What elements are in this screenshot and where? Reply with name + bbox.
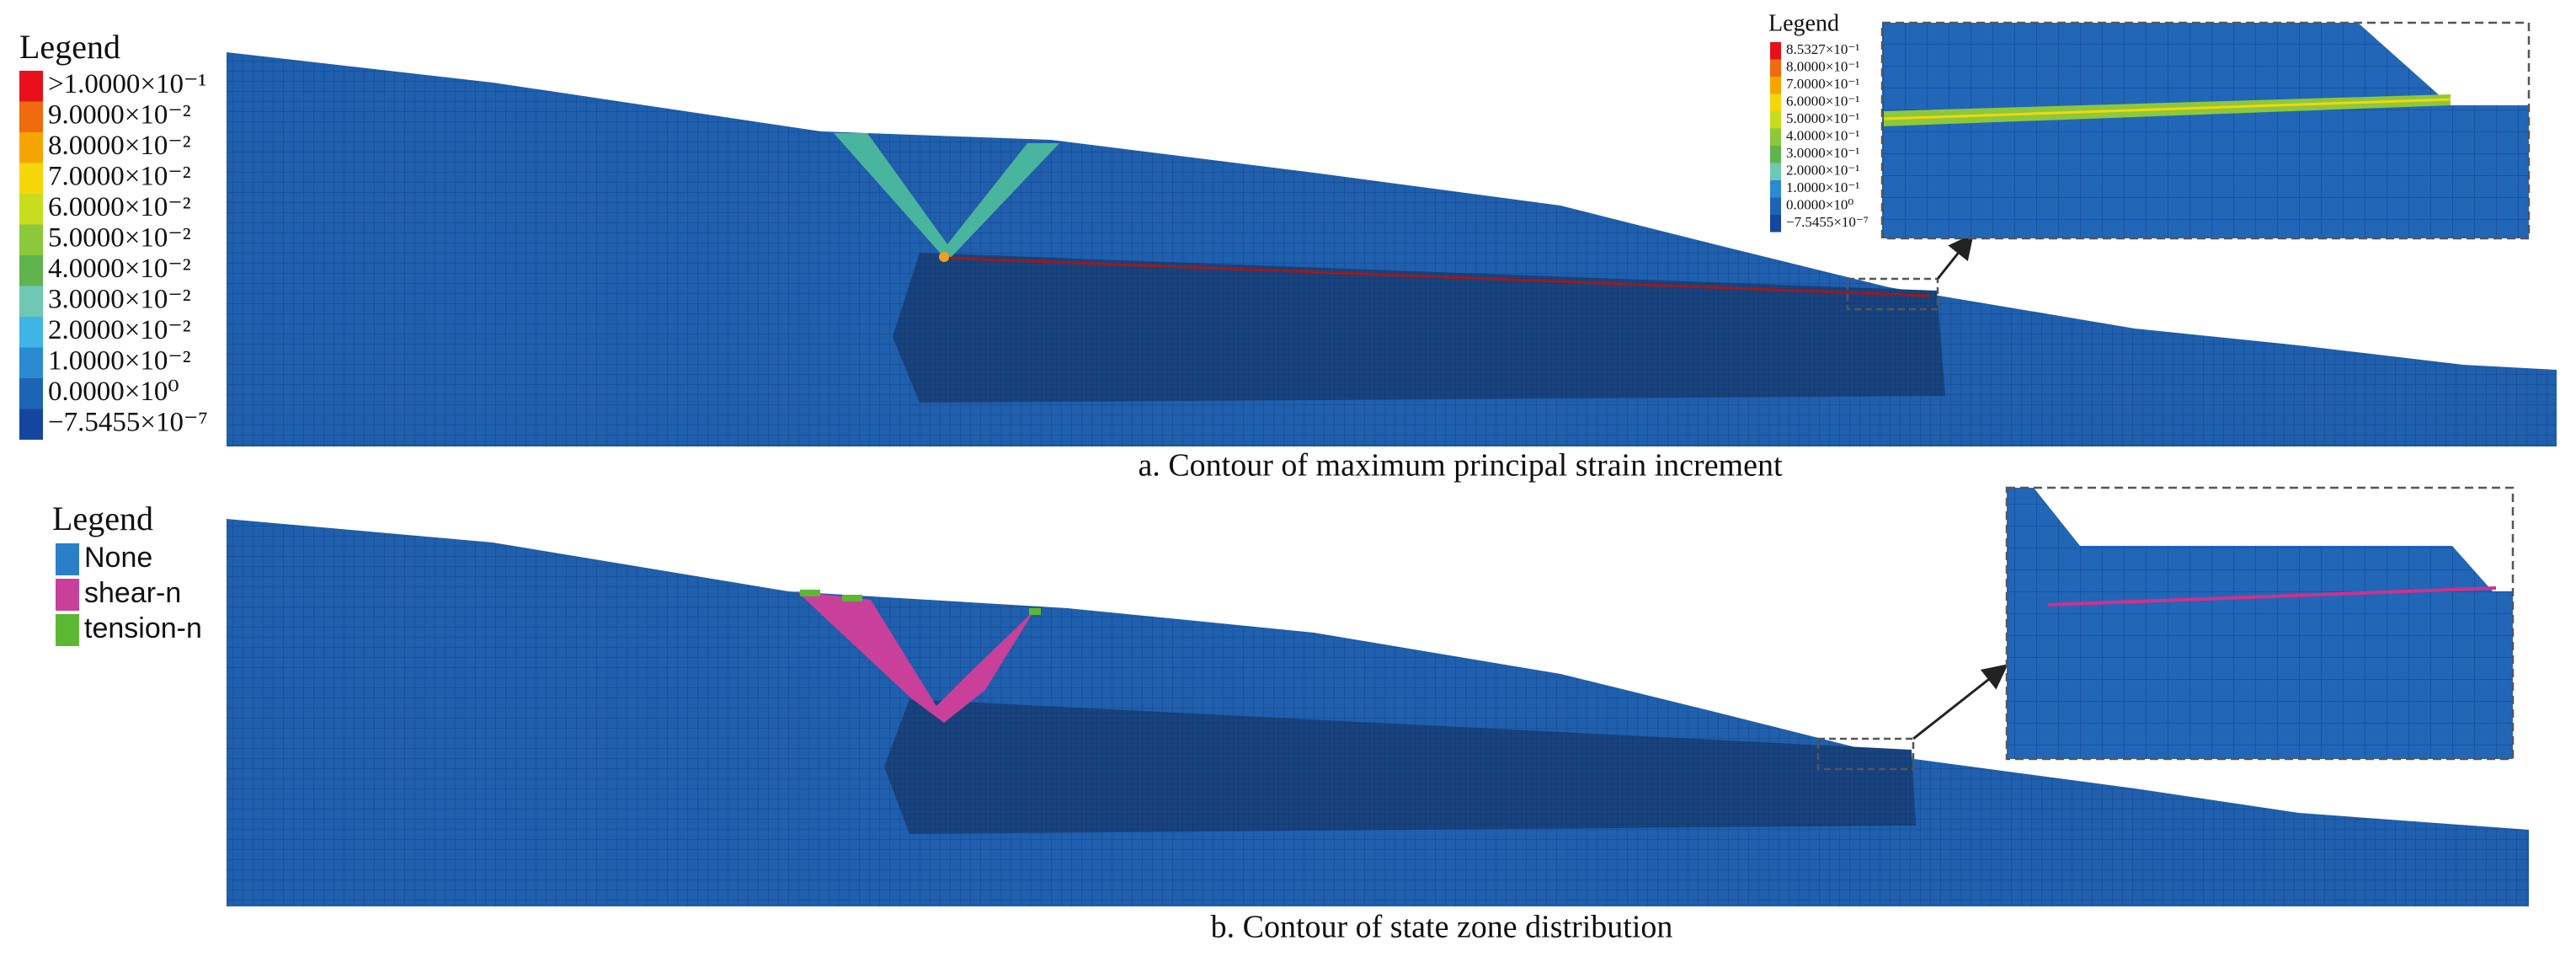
legend-label: 2.0000×10⁻¹ — [1786, 163, 1859, 179]
legend-label: 0.0000×10⁰ — [48, 377, 179, 407]
legend-swatch — [1770, 128, 1781, 146]
legend-label: 6.0000×10⁻² — [48, 192, 191, 222]
legend-label: 2.0000×10⁻² — [48, 315, 191, 345]
legend-title: Legend — [19, 28, 120, 66]
legend-swatch — [19, 194, 43, 225]
legend-label: 8.0000×10⁻² — [48, 131, 191, 161]
panel-b-model — [227, 519, 2529, 906]
legend-swatch — [19, 101, 43, 132]
legend-swatch — [56, 579, 79, 611]
legend-swatch — [1770, 77, 1781, 94]
legend-label: 6.0000×10⁻¹ — [1786, 94, 1859, 110]
legend-swatch — [1770, 111, 1781, 129]
legend-label: 8.0000×10⁻¹ — [1786, 59, 1859, 75]
legend-swatch — [1770, 215, 1781, 232]
legend-label: 5.0000×10⁻² — [48, 222, 191, 253]
legend-swatch — [56, 614, 79, 646]
legend-title: Legend — [52, 500, 153, 537]
legend-swatch — [1770, 94, 1781, 111]
legend-swatch — [19, 224, 43, 255]
legend-label: 7.0000×10⁻¹ — [1786, 76, 1859, 92]
legend-swatch — [19, 378, 43, 409]
legend-swatch — [1770, 42, 1781, 60]
legend-label: >1.0000×10⁻¹ — [48, 69, 206, 99]
caption: a. Contour of maximum principal strain i… — [1138, 448, 1783, 484]
legend-swatch — [19, 163, 43, 194]
legend-swatch — [19, 286, 43, 317]
legend-swatch — [1770, 59, 1781, 77]
legend-a: Legend >1.0000×10⁻¹9.0000×10⁻²8.0000×10⁻… — [19, 28, 208, 440]
legend-label: 9.0000×10⁻² — [48, 99, 191, 130]
legend-swatch — [1770, 180, 1781, 198]
legend-label: 8.5327×10⁻¹ — [1786, 41, 1859, 57]
legend-swatch — [19, 347, 43, 378]
legend-label: 3.0000×10⁻² — [48, 284, 191, 314]
panel-a-model — [227, 52, 2557, 446]
legend-label: tension-n — [84, 612, 202, 644]
legend-label: 1.0000×10⁻² — [48, 345, 191, 376]
legend-swatch — [19, 132, 43, 163]
legend-label: −7.5455×10⁻⁷ — [48, 407, 208, 437]
legend-swatch — [19, 71, 43, 102]
legend-label: None — [84, 542, 152, 574]
legend-swatch — [56, 543, 79, 575]
legend-label: 5.0000×10⁻¹ — [1786, 110, 1859, 126]
legend-swatch — [19, 255, 43, 286]
legend-label: 3.0000×10⁻¹ — [1786, 145, 1859, 161]
legend-label: 1.0000×10⁻¹ — [1786, 179, 1859, 195]
legend-inset: Legend 8.5327×10⁻¹ 8.0000×10⁻¹7.0000×10⁻¹… — [1768, 10, 1869, 232]
legend-label: shear-n — [84, 577, 181, 609]
legend-label: 4.0000×10⁻² — [48, 254, 191, 284]
legend-label: −7.5455×10⁻⁷ — [1786, 214, 1869, 230]
legend-swatch — [1770, 163, 1781, 180]
panel-b-inset — [2005, 486, 2515, 761]
legend-swatch — [1770, 146, 1781, 163]
caption: b. Contour of state zone distribution — [1211, 910, 1673, 945]
panel-a-inset — [1880, 21, 2531, 240]
legend-label: 0.0000×10⁰ — [1786, 197, 1853, 213]
legend-swatch — [19, 317, 43, 348]
legend-title: Legend — [1768, 10, 1839, 36]
legend-label: 7.0000×10⁻² — [48, 161, 191, 191]
legend-swatch — [1770, 197, 1781, 215]
legend-swatch — [19, 409, 43, 440]
legend-label: 4.0000×10⁻¹ — [1786, 128, 1859, 144]
